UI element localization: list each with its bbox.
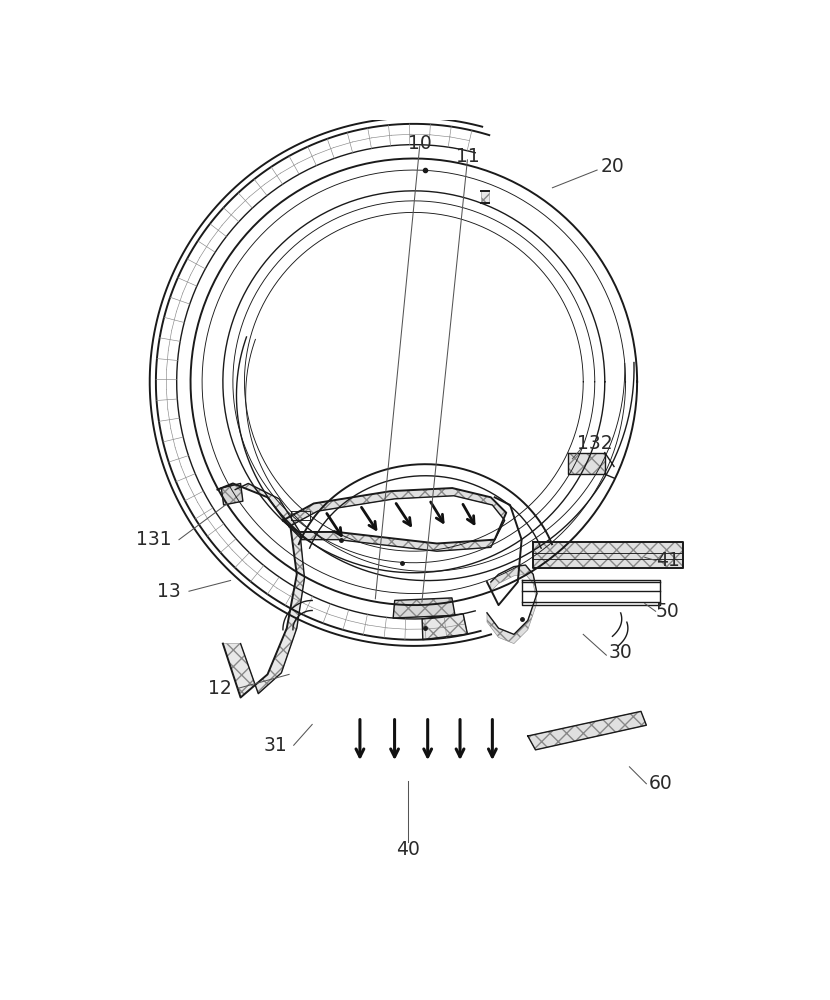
Polygon shape <box>487 565 537 644</box>
Text: 40: 40 <box>396 840 420 859</box>
Text: 20: 20 <box>601 157 624 176</box>
Polygon shape <box>393 598 455 618</box>
Text: 11: 11 <box>456 147 480 166</box>
Polygon shape <box>222 483 243 505</box>
Text: 13: 13 <box>157 582 181 601</box>
Polygon shape <box>528 711 647 750</box>
Text: 60: 60 <box>648 774 672 793</box>
Text: 10: 10 <box>408 134 432 153</box>
Polygon shape <box>533 542 683 568</box>
Text: 132: 132 <box>577 434 613 453</box>
Text: 50: 50 <box>656 602 680 621</box>
Polygon shape <box>568 453 605 474</box>
Text: 131: 131 <box>136 530 171 549</box>
Polygon shape <box>481 191 489 203</box>
Polygon shape <box>422 614 467 640</box>
Text: 31: 31 <box>263 736 287 755</box>
Polygon shape <box>217 483 305 698</box>
Text: 41: 41 <box>656 551 680 570</box>
Text: 30: 30 <box>608 643 632 662</box>
Text: 12: 12 <box>208 679 232 698</box>
Polygon shape <box>283 488 506 551</box>
